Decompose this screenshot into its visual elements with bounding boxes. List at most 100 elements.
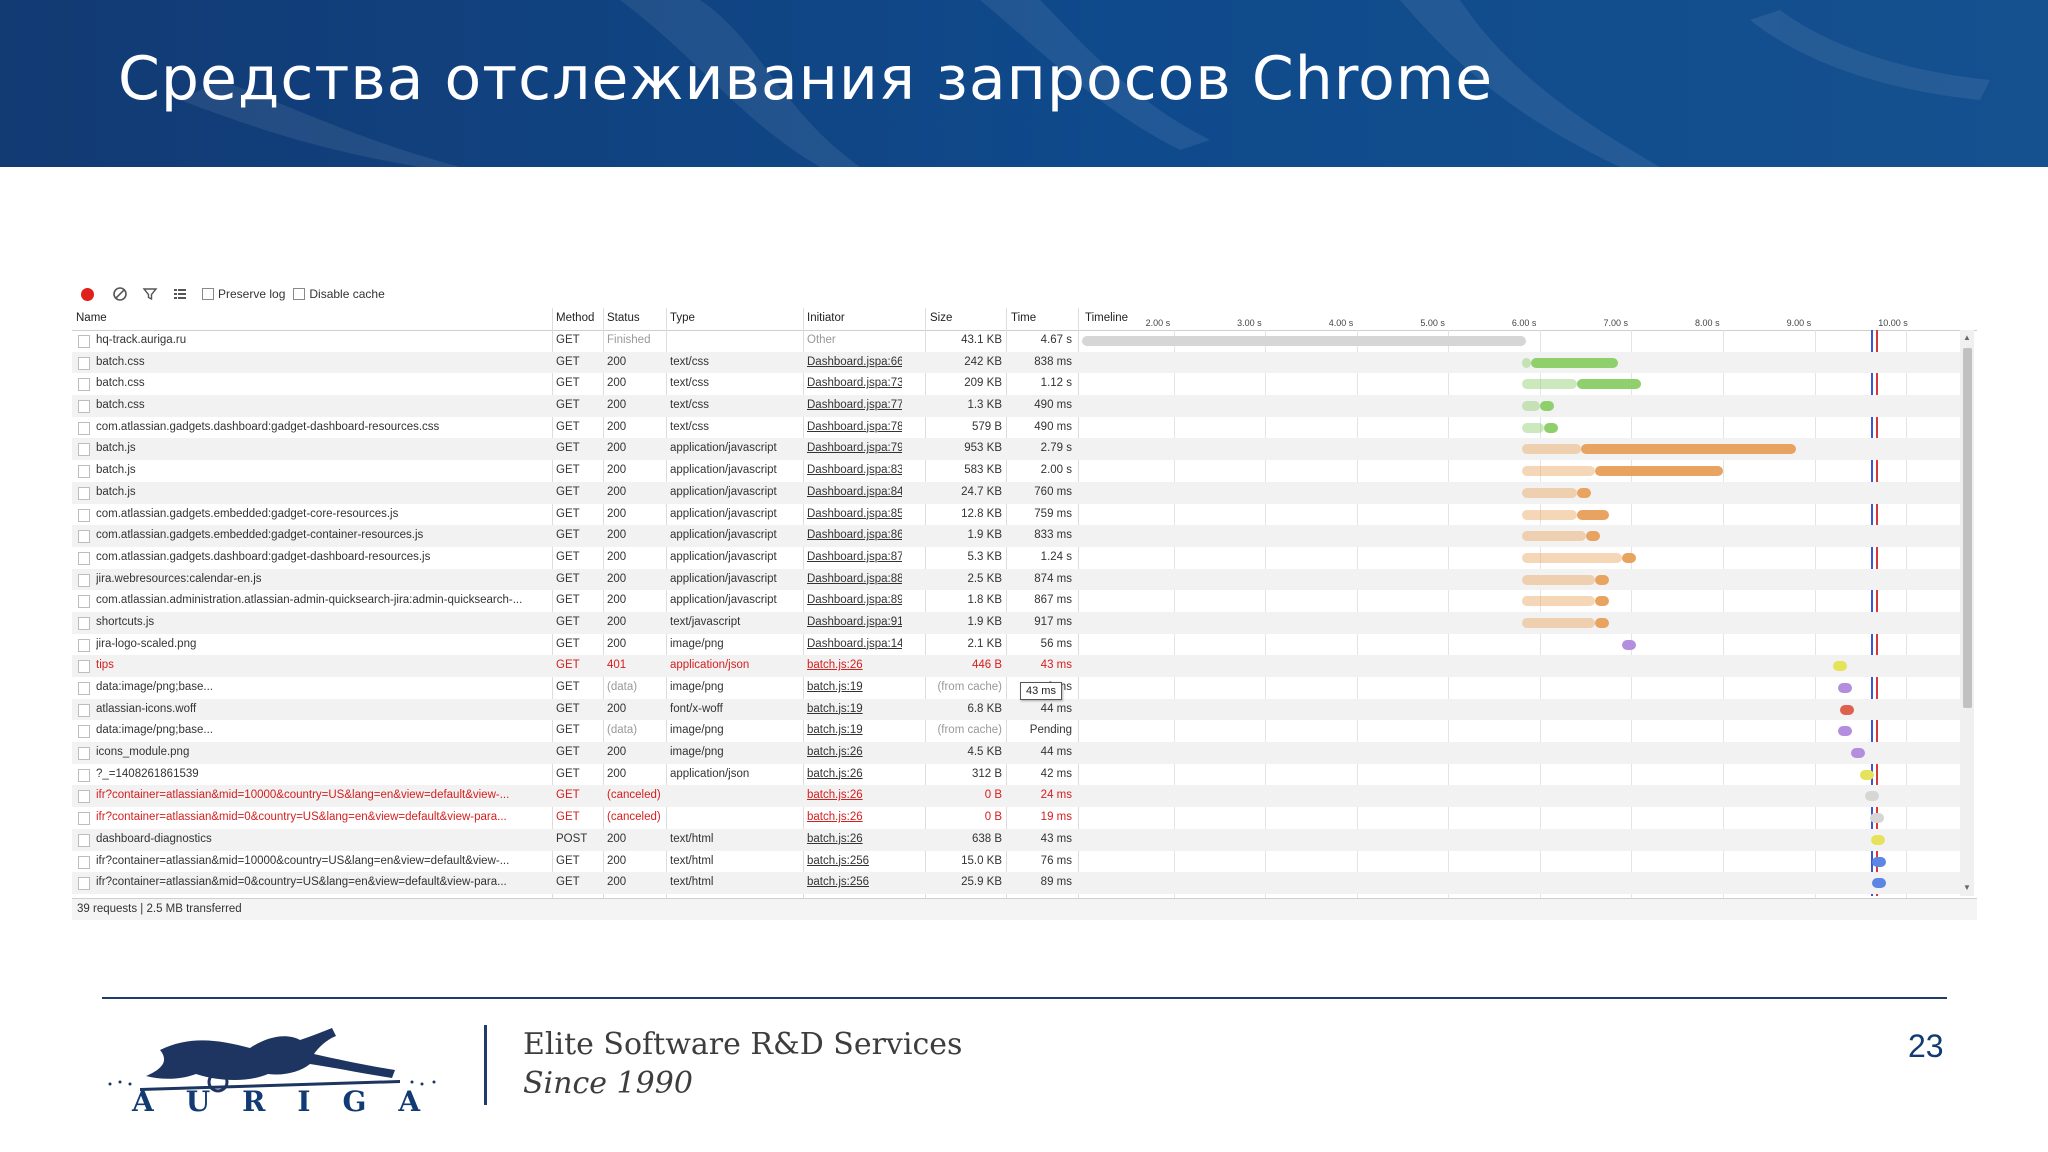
timeline-bar[interactable]	[1585, 531, 1600, 542]
timeline-bar[interactable]	[1576, 509, 1609, 520]
request-row[interactable]: batch.css GET 200 text/css Dashboard.jspa:66…	[72, 351, 1962, 374]
timeline-bar[interactable]	[1860, 769, 1875, 780]
request-initiator[interactable]: batch.js:256	[807, 854, 870, 867]
timeline-bar[interactable]	[1865, 791, 1879, 802]
request-row[interactable]: hq-track.auriga.ru GET Finished Other 43.1 K…	[72, 330, 1962, 352]
request-initiator[interactable]: batch.js:19	[807, 681, 863, 693]
request-row[interactable]: ?_=1408261861539 GET 200 application/json ba…	[72, 764, 1962, 786]
column-divider[interactable]	[925, 308, 926, 898]
request-row[interactable]: batch.js GET 200 application/javascript Dash…	[72, 460, 1962, 482]
timeline-wait-bar[interactable]	[1521, 444, 1582, 455]
timeline-bar[interactable]	[1837, 683, 1852, 693]
record-icon[interactable]	[81, 287, 94, 301]
timeline-bar[interactable]	[1576, 379, 1641, 390]
timeline-wait-bar[interactable]	[1521, 574, 1595, 585]
timeline-wait-bar[interactable]	[1521, 422, 1545, 433]
column-name[interactable]: Name	[76, 312, 107, 324]
column-divider[interactable]	[666, 308, 667, 898]
request-row[interactable]: ifr?container=atlassian&mid=0&country=US…	[72, 872, 1962, 894]
timeline-bar[interactable]	[1837, 726, 1852, 737]
disable-cache-box[interactable]	[293, 288, 306, 300]
timeline-wait-bar[interactable]	[1521, 509, 1577, 520]
column-divider[interactable]	[1006, 308, 1007, 898]
request-row[interactable]: icons_module.png GET 200 image/png batch.js:…	[72, 742, 1962, 764]
timeline-bar[interactable]	[1594, 574, 1609, 585]
timeline-bar[interactable]	[1576, 487, 1591, 498]
timeline-wait-bar[interactable]	[1521, 379, 1577, 390]
request-row[interactable]: batch.css GET 200 text/css Dashboard.jspa:73…	[72, 373, 1962, 395]
list-view-icon[interactable]	[172, 286, 188, 302]
column-size[interactable]: Size	[930, 312, 953, 324]
column-divider[interactable]	[803, 308, 804, 898]
request-initiator[interactable]: batch.js:26	[807, 746, 863, 759]
column-initiator[interactable]: Initiator	[807, 312, 845, 324]
request-initiator[interactable]: Dashboard.jspa:86	[807, 529, 902, 542]
request-initiator[interactable]: Dashboard.jspa:89	[807, 594, 902, 607]
timeline-wait-bar[interactable]	[1521, 466, 1595, 477]
request-row[interactable]: tips GET 401 application/json batch.js:26 446…	[72, 655, 1962, 677]
timeline-bar[interactable]	[1539, 401, 1554, 412]
timeline-bar[interactable]	[1872, 856, 1887, 867]
request-initiator[interactable]: Dashboard.jspa:87	[807, 550, 902, 563]
scroll-up-icon[interactable]: ▲	[1963, 333, 1971, 342]
timeline-wait-bar[interactable]	[1521, 617, 1595, 628]
request-row[interactable]: atlassian-icons.woff GET 200 font/x-woff bat…	[72, 698, 1962, 721]
timeline-bar[interactable]	[1872, 878, 1887, 889]
request-row[interactable]: batch.css GET 200 text/css Dashboard.jspa:77…	[72, 395, 1962, 417]
request-initiator[interactable]: Dashboard.jspa:66	[807, 355, 902, 368]
request-row[interactable]: com.atlassian.administration.atlassian-a…	[72, 590, 1962, 612]
timeline-bar[interactable]	[1871, 834, 1886, 845]
request-initiator[interactable]: batch.js:19	[807, 702, 863, 715]
timeline-bar[interactable]	[1594, 617, 1609, 628]
column-method[interactable]: Method	[556, 312, 595, 324]
column-timeline[interactable]: Timeline	[1085, 312, 1129, 324]
timeline-wait-bar[interactable]	[1521, 531, 1586, 542]
timeline-wait-bar[interactable]	[1521, 596, 1595, 607]
timeline-bar[interactable]	[1530, 357, 1618, 368]
request-row[interactable]: com.atlassian.gadgets.dashboard:gadget-d…	[72, 417, 1962, 439]
request-initiator[interactable]: batch.js:26	[807, 811, 863, 824]
request-initiator[interactable]: Dashboard.jspa:88	[807, 572, 902, 585]
request-row[interactable]: com.atlassian.gadgets.embedded:gadget-co…	[72, 504, 1962, 526]
column-type[interactable]: Type	[670, 312, 695, 324]
scrollbar-thumb[interactable]	[1963, 348, 1972, 708]
request-row[interactable]: ifr?container=atlassian&mid=10000&countr…	[72, 785, 1962, 808]
timeline-bar[interactable]	[1082, 336, 1527, 346]
request-initiator[interactable]: batch.js:26	[807, 832, 863, 845]
timeline-wait-bar[interactable]	[1521, 401, 1540, 412]
disable-cache-checkbox[interactable]: Disable cache	[293, 287, 385, 301]
timeline-bar[interactable]	[1594, 596, 1609, 607]
filter-icon[interactable]	[142, 286, 158, 302]
column-time[interactable]: Time	[1011, 312, 1037, 324]
timeline-bar[interactable]	[1851, 748, 1866, 759]
request-initiator[interactable]: Other	[807, 334, 836, 346]
timeline-wait-bar[interactable]	[1521, 357, 1531, 368]
timeline-wait-bar[interactable]	[1521, 552, 1623, 563]
preserve-log-box[interactable]	[202, 288, 214, 300]
request-initiator[interactable]: batch.js:19	[807, 724, 863, 737]
timeline-bar[interactable]	[1581, 444, 1797, 455]
request-initiator[interactable]: batch.js:26	[807, 659, 863, 672]
timeline-bar[interactable]	[1840, 704, 1855, 715]
request-initiator[interactable]: Dashboard.jspa:141	[807, 637, 902, 650]
request-initiator[interactable]: Dashboard.jspa:91	[807, 615, 902, 628]
request-row[interactable]: batch.js GET 200 application/javascript Dash…	[72, 481, 1962, 504]
request-row[interactable]: ifr?container=atlassian&mid=10000&countr…	[72, 851, 1962, 873]
request-initiator[interactable]: Dashboard.jspa:78	[807, 420, 902, 433]
request-row[interactable]: shortcuts.js GET 200 text/javascript Dashboa…	[72, 611, 1962, 634]
column-divider[interactable]	[1078, 308, 1079, 898]
request-row[interactable]: dashboard-diagnostics POST 200 text/html bat…	[72, 828, 1962, 851]
scroll-down-icon[interactable]: ▼	[1963, 883, 1971, 892]
request-row[interactable]: batch.js GET 200 application/javascript Dash…	[72, 438, 1962, 461]
request-row[interactable]: jira-logo-scaled.png GET 200 image/png Dashb…	[72, 634, 1962, 656]
timeline-bar[interactable]	[1622, 552, 1637, 563]
column-divider[interactable]	[603, 308, 604, 898]
timeline-bar[interactable]	[1832, 661, 1847, 672]
request-initiator[interactable]: batch.js:256	[807, 876, 870, 889]
request-initiator[interactable]: Dashboard.jspa:73	[807, 377, 902, 390]
request-row[interactable]: ifr?container=atlassian&mid=0&country=US…	[72, 807, 1962, 829]
timeline-bar[interactable]	[1869, 813, 1884, 824]
clear-icon[interactable]	[112, 286, 128, 302]
request-initiator[interactable]: Dashboard.jspa:77	[807, 399, 902, 412]
request-row[interactable]: com.atlassian.gadgets.dashboard:gadget-d…	[72, 547, 1962, 569]
